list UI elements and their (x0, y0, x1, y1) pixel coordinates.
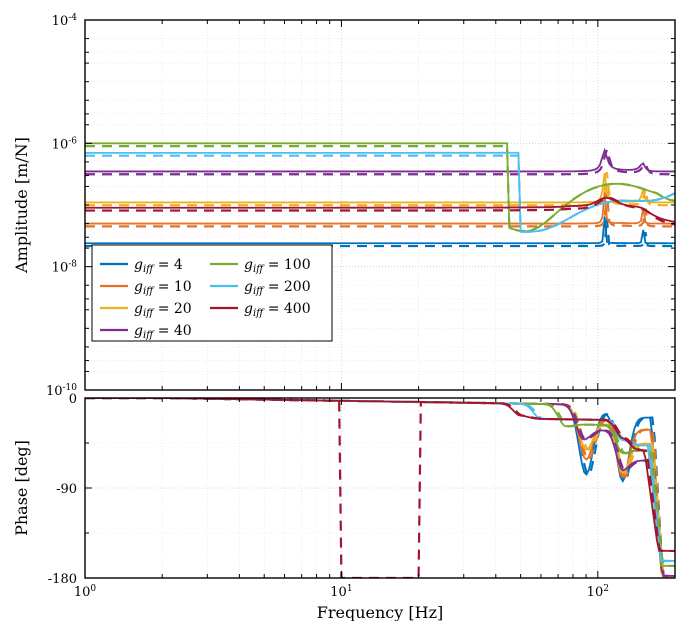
legend-label: giff = 4 (134, 257, 183, 275)
ytick-top: 10-4 (52, 13, 78, 29)
ylabel-top: Amplitude [m/N] (12, 137, 31, 274)
xtick-bot: 100 (74, 584, 97, 600)
xtick-bot: 102 (587, 584, 609, 600)
ytick-bot: -90 (56, 482, 77, 497)
xtick-bot: 101 (330, 584, 352, 600)
ytick-top: 10-8 (52, 260, 78, 276)
legend-label: giff = 40 (134, 323, 192, 341)
legend-label: giff = 20 (134, 301, 192, 319)
ytick-bot: -180 (48, 572, 77, 587)
ytick-top: 10-6 (52, 136, 78, 152)
ylabel-bottom: Phase [deg] (12, 440, 31, 536)
xlabel-bottom: Frequency [Hz] (317, 603, 444, 621)
bode-figure: 10-1010-810-610-4Amplitude [m/N]giff = 4… (0, 0, 700, 621)
legend-label: giff = 10 (134, 279, 192, 297)
ytick-bot: 0 (69, 392, 77, 407)
